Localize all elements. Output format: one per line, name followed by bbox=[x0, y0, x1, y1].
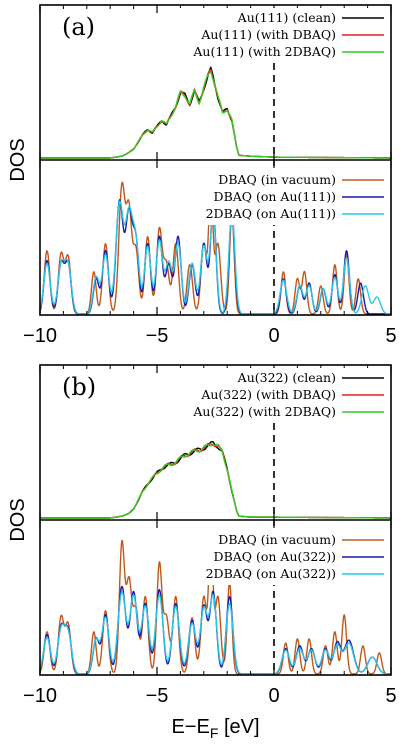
top-legend-entry-label: Au(322) (with 2DBAQ) bbox=[192, 404, 336, 419]
x-tick-label: −10 bbox=[23, 685, 57, 707]
top-legend-entry-label: Au(322) (clean) bbox=[237, 370, 336, 385]
molecule-dos-2dbaq-line bbox=[40, 200, 391, 315]
top-legend-entry-label: Au(322) (with DBAQ) bbox=[200, 387, 336, 402]
bottom-legend-entry-label: DBAQ (in vacuum) bbox=[218, 172, 336, 187]
top-legend-entry-label: Au(111) (clean) bbox=[237, 10, 336, 25]
panel-0-curves bbox=[40, 66, 391, 315]
panel-1-curves bbox=[40, 440, 391, 675]
x-tick-label: 0 bbox=[268, 325, 279, 347]
x-axis-label: E−EF [eV] bbox=[171, 716, 259, 741]
metal-dos-2dbaq-line bbox=[40, 443, 391, 519]
metal-dos-clean-line bbox=[40, 66, 391, 159]
metal-dos-dbaq-line bbox=[40, 68, 391, 159]
molecule-dos-2dbaq-line bbox=[40, 591, 391, 675]
x-tick-label: −5 bbox=[146, 685, 169, 707]
x-tick-label: 5 bbox=[385, 685, 396, 707]
x-tick-label: 0 bbox=[268, 685, 279, 707]
bottom-legend-entry-label: DBAQ (in vacuum) bbox=[218, 532, 336, 547]
bottom-legend-entry-label: DBAQ (on Au(322)) bbox=[214, 549, 336, 564]
metal-dos-clean-line bbox=[40, 440, 391, 519]
y-axis-label: DOS bbox=[7, 138, 29, 181]
top-legend-entry-label: Au(111) (with DBAQ) bbox=[200, 27, 336, 42]
panel-label: (a) bbox=[62, 13, 95, 41]
x-tick-label: 5 bbox=[385, 325, 396, 347]
metal-dos-2dbaq-line bbox=[40, 71, 391, 159]
bottom-legend-entry-label: 2DBAQ (on Au(322)) bbox=[206, 566, 336, 581]
panel-label: (b) bbox=[62, 373, 96, 401]
bottom-legend-entry-label: DBAQ (on Au(111)) bbox=[214, 189, 336, 204]
molecule-dos-on-metal-line bbox=[40, 585, 391, 675]
y-axis-label: DOS bbox=[7, 498, 29, 541]
bottom-legend-entry-label: 2DBAQ (on Au(111)) bbox=[206, 206, 336, 221]
top-legend-entry-label: Au(111) (with 2DBAQ) bbox=[192, 44, 336, 59]
x-tick-label: −10 bbox=[23, 325, 57, 347]
x-tick-label: −5 bbox=[146, 325, 169, 347]
metal-dos-dbaq-line bbox=[40, 442, 391, 519]
